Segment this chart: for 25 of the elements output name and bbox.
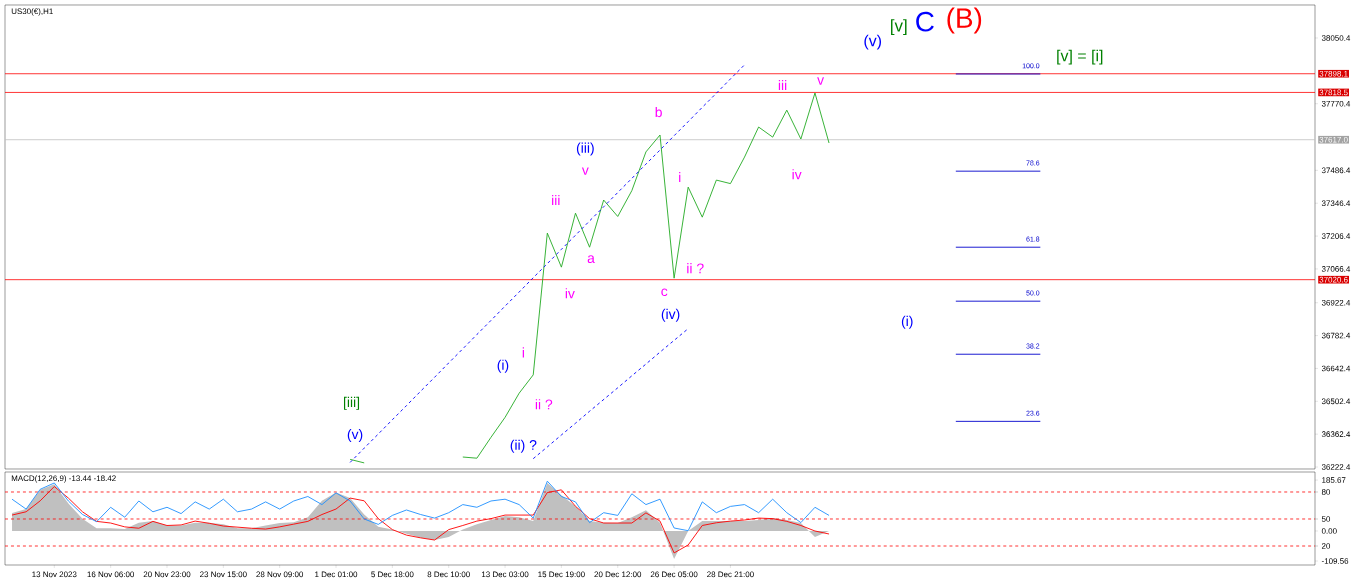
annotation: v [581, 167, 589, 175]
annotation: b [655, 106, 662, 118]
annotation: [v] [891, 19, 907, 35]
annotation: (ii) ? [510, 439, 537, 453]
annotation: (iii) [576, 142, 594, 156]
annotation: [v] = [i] [1057, 49, 1103, 65]
annotation: (v) [347, 428, 363, 442]
annotation: iii [552, 194, 560, 206]
annotation: (i) [497, 359, 509, 373]
annotation: iv [792, 169, 802, 180]
annotation: ii ? [535, 399, 553, 410]
annotation: i [522, 347, 524, 358]
annotation: iv [565, 288, 575, 299]
annotation: c [661, 288, 668, 297]
annotation: (v) [864, 34, 881, 50]
annotation: (iv) [661, 308, 680, 322]
annotation: iii [778, 79, 787, 91]
annotation: a [587, 255, 595, 263]
annotation: C [916, 11, 934, 32]
annotation: [iii] [344, 396, 360, 410]
annotation: (i) [901, 315, 913, 329]
annotation: (B) [947, 7, 982, 34]
annotation: v [817, 77, 825, 85]
annotation: ii ? [687, 263, 704, 274]
annotation: i [679, 171, 681, 183]
